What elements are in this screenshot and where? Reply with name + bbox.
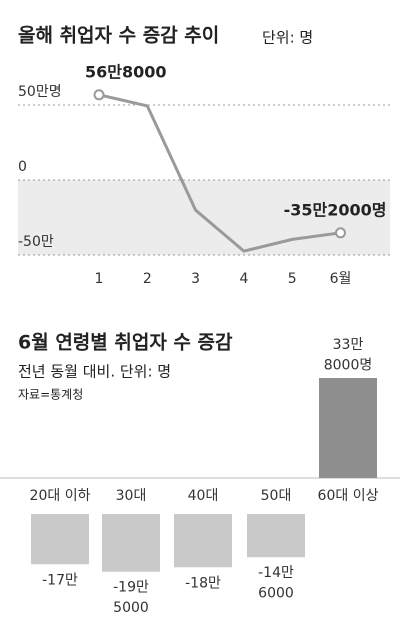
value-label: 33만 8000명 (324, 337, 373, 373)
x-tick-label: 2 (143, 271, 152, 287)
point (93, 89, 105, 101)
value-label: -18만 (185, 575, 221, 591)
bar (319, 378, 377, 478)
y-tick-label: -50만 (18, 234, 54, 250)
x-tick-label: 5 (288, 271, 297, 287)
unit-note: 단위: 명 (262, 29, 313, 47)
x-tick-label: 20대 이하 (30, 488, 91, 504)
chart-title: 6월 연령별 취업자 수 증감 (18, 332, 233, 354)
value-label: -19만 5000 (113, 580, 149, 616)
chart-title: 올해 취업자 수 증감 추이 (18, 25, 219, 47)
x-tick-label: 50대 (261, 488, 292, 504)
x-tick-label: 3 (191, 271, 200, 287)
y-tick-label: 0 (18, 159, 27, 175)
chart-subtitle: 전년 동월 대비. 단위: 명 (18, 363, 171, 381)
point (335, 227, 346, 239)
x-tick-label: 1 (95, 271, 104, 287)
x-tick-label: 6월 (330, 271, 352, 287)
source: 자료=통계청 (18, 388, 83, 402)
line (98, 93, 341, 253)
bar (247, 514, 305, 558)
value-label: 56만8000 (85, 62, 167, 81)
value-label: -17만 (42, 572, 78, 588)
value-label: -35만2000명 (284, 200, 387, 219)
x-tick-label: 40대 (188, 488, 219, 504)
x-tick-label: 60대 이상 (318, 488, 379, 504)
value-label: -14만 6000 (258, 565, 294, 601)
y-tick-label: 50만명 (18, 84, 62, 100)
bar (31, 514, 89, 565)
x-tick-label: 30대 (116, 488, 147, 504)
x-tick-label: 4 (239, 271, 248, 287)
bar (174, 514, 232, 568)
bar (102, 514, 160, 572)
